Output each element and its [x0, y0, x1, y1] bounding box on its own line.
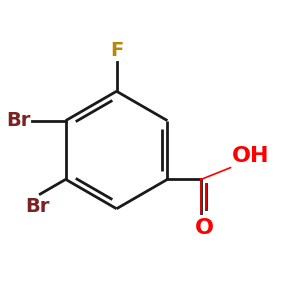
Text: Br: Br — [25, 197, 50, 216]
Text: O: O — [195, 218, 214, 238]
Text: OH: OH — [232, 146, 269, 166]
Text: F: F — [110, 41, 123, 60]
Text: Br: Br — [6, 111, 31, 130]
